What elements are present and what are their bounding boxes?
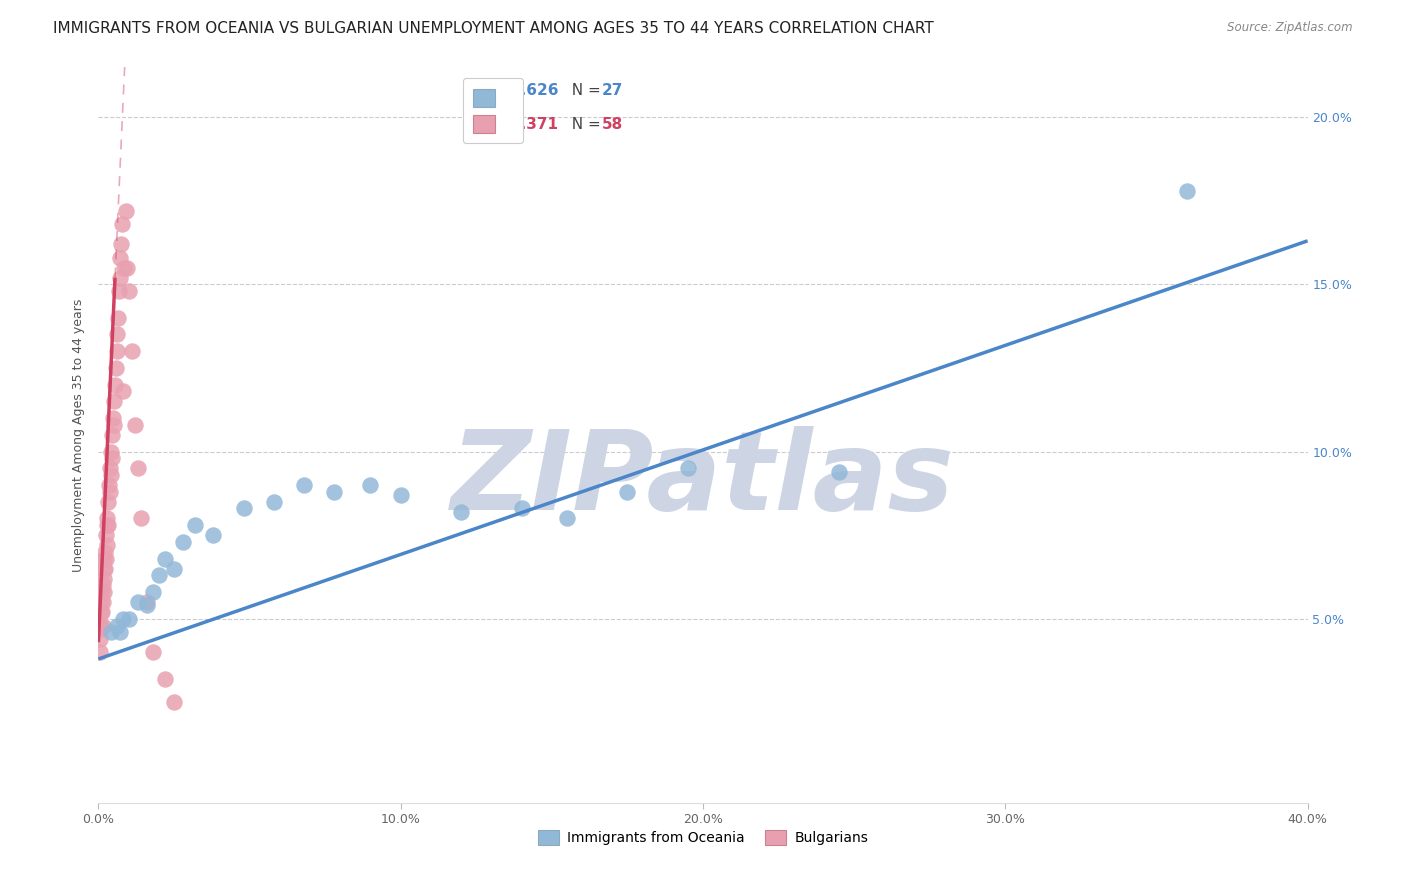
- Point: [93, 585, 115, 599]
- Point: [91, 605, 114, 619]
- Point: [90, 618, 112, 632]
- Point: [360, 478, 382, 492]
- Point: [103, 394, 125, 409]
- Point: [450, 505, 472, 519]
- Point: [163, 696, 186, 710]
- Point: [105, 327, 128, 342]
- Point: [104, 377, 127, 392]
- Point: [118, 612, 141, 626]
- Point: [118, 284, 141, 298]
- Point: [100, 467, 122, 482]
- Point: [142, 585, 165, 599]
- Point: [94, 562, 117, 576]
- Point: [98, 484, 121, 499]
- Point: [90, 595, 112, 609]
- Point: [115, 260, 138, 275]
- Text: R =: R =: [471, 117, 503, 132]
- Point: [389, 488, 412, 502]
- Point: [148, 568, 170, 582]
- Point: [105, 344, 128, 359]
- Point: [97, 494, 120, 508]
- Point: [89, 645, 111, 659]
- Point: [142, 645, 165, 659]
- Point: [101, 451, 124, 466]
- Point: [828, 465, 851, 479]
- Text: N =: N =: [561, 83, 605, 98]
- Point: [232, 501, 254, 516]
- Point: [103, 417, 125, 432]
- Point: [111, 384, 134, 399]
- Point: [111, 217, 134, 231]
- Y-axis label: Unemployment Among Ages 35 to 44 years: Unemployment Among Ages 35 to 44 years: [72, 298, 84, 572]
- Point: [93, 572, 115, 586]
- Point: [104, 360, 127, 375]
- Point: [100, 444, 122, 458]
- Point: [1175, 184, 1198, 198]
- Point: [127, 461, 149, 475]
- Point: [153, 551, 176, 566]
- Point: [111, 612, 134, 626]
- Point: [616, 484, 638, 499]
- Point: [96, 518, 118, 533]
- Text: ZIPatlas: ZIPatlas: [451, 425, 955, 533]
- Point: [129, 511, 152, 525]
- Point: [163, 562, 186, 576]
- Point: [89, 632, 111, 646]
- Point: [108, 284, 131, 298]
- Point: [108, 251, 131, 265]
- Point: [94, 545, 117, 559]
- Point: [91, 595, 114, 609]
- Point: [110, 237, 132, 252]
- Point: [90, 622, 112, 636]
- Text: 58: 58: [602, 117, 623, 132]
- Text: 0.371: 0.371: [510, 117, 558, 132]
- Point: [555, 511, 578, 525]
- Point: [96, 538, 118, 552]
- Point: [263, 494, 285, 508]
- Point: [127, 595, 149, 609]
- Point: [202, 528, 225, 542]
- Point: [91, 578, 114, 592]
- Point: [93, 551, 115, 566]
- Point: [94, 551, 117, 566]
- Point: [108, 270, 131, 285]
- Point: [124, 417, 146, 432]
- Point: [112, 260, 135, 275]
- Point: [172, 534, 194, 549]
- Point: [323, 484, 346, 499]
- Point: [100, 625, 122, 640]
- Point: [93, 562, 115, 576]
- Point: [121, 344, 143, 359]
- Point: [91, 585, 114, 599]
- Point: [101, 427, 124, 442]
- Text: 27: 27: [602, 83, 623, 98]
- Point: [105, 618, 128, 632]
- Point: [89, 618, 111, 632]
- Point: [90, 605, 112, 619]
- Point: [676, 461, 699, 475]
- Text: R =: R =: [471, 83, 503, 98]
- Point: [292, 478, 315, 492]
- Point: [135, 595, 157, 609]
- Point: [510, 501, 533, 516]
- Point: [101, 411, 124, 425]
- Point: [98, 461, 121, 475]
- Point: [96, 511, 118, 525]
- Legend: Immigrants from Oceania, Bulgarians: Immigrants from Oceania, Bulgarians: [531, 825, 875, 851]
- Point: [114, 203, 136, 218]
- Text: IMMIGRANTS FROM OCEANIA VS BULGARIAN UNEMPLOYMENT AMONG AGES 35 TO 44 YEARS CORR: IMMIGRANTS FROM OCEANIA VS BULGARIAN UNE…: [53, 21, 934, 36]
- Point: [91, 618, 114, 632]
- Text: Source: ZipAtlas.com: Source: ZipAtlas.com: [1227, 21, 1353, 34]
- Point: [153, 672, 176, 686]
- Point: [94, 528, 117, 542]
- Point: [97, 518, 120, 533]
- Point: [98, 478, 121, 492]
- Point: [184, 518, 207, 533]
- Point: [108, 625, 131, 640]
- Text: 0.626: 0.626: [510, 83, 560, 98]
- Text: N =: N =: [561, 117, 605, 132]
- Point: [107, 310, 129, 325]
- Point: [135, 599, 157, 613]
